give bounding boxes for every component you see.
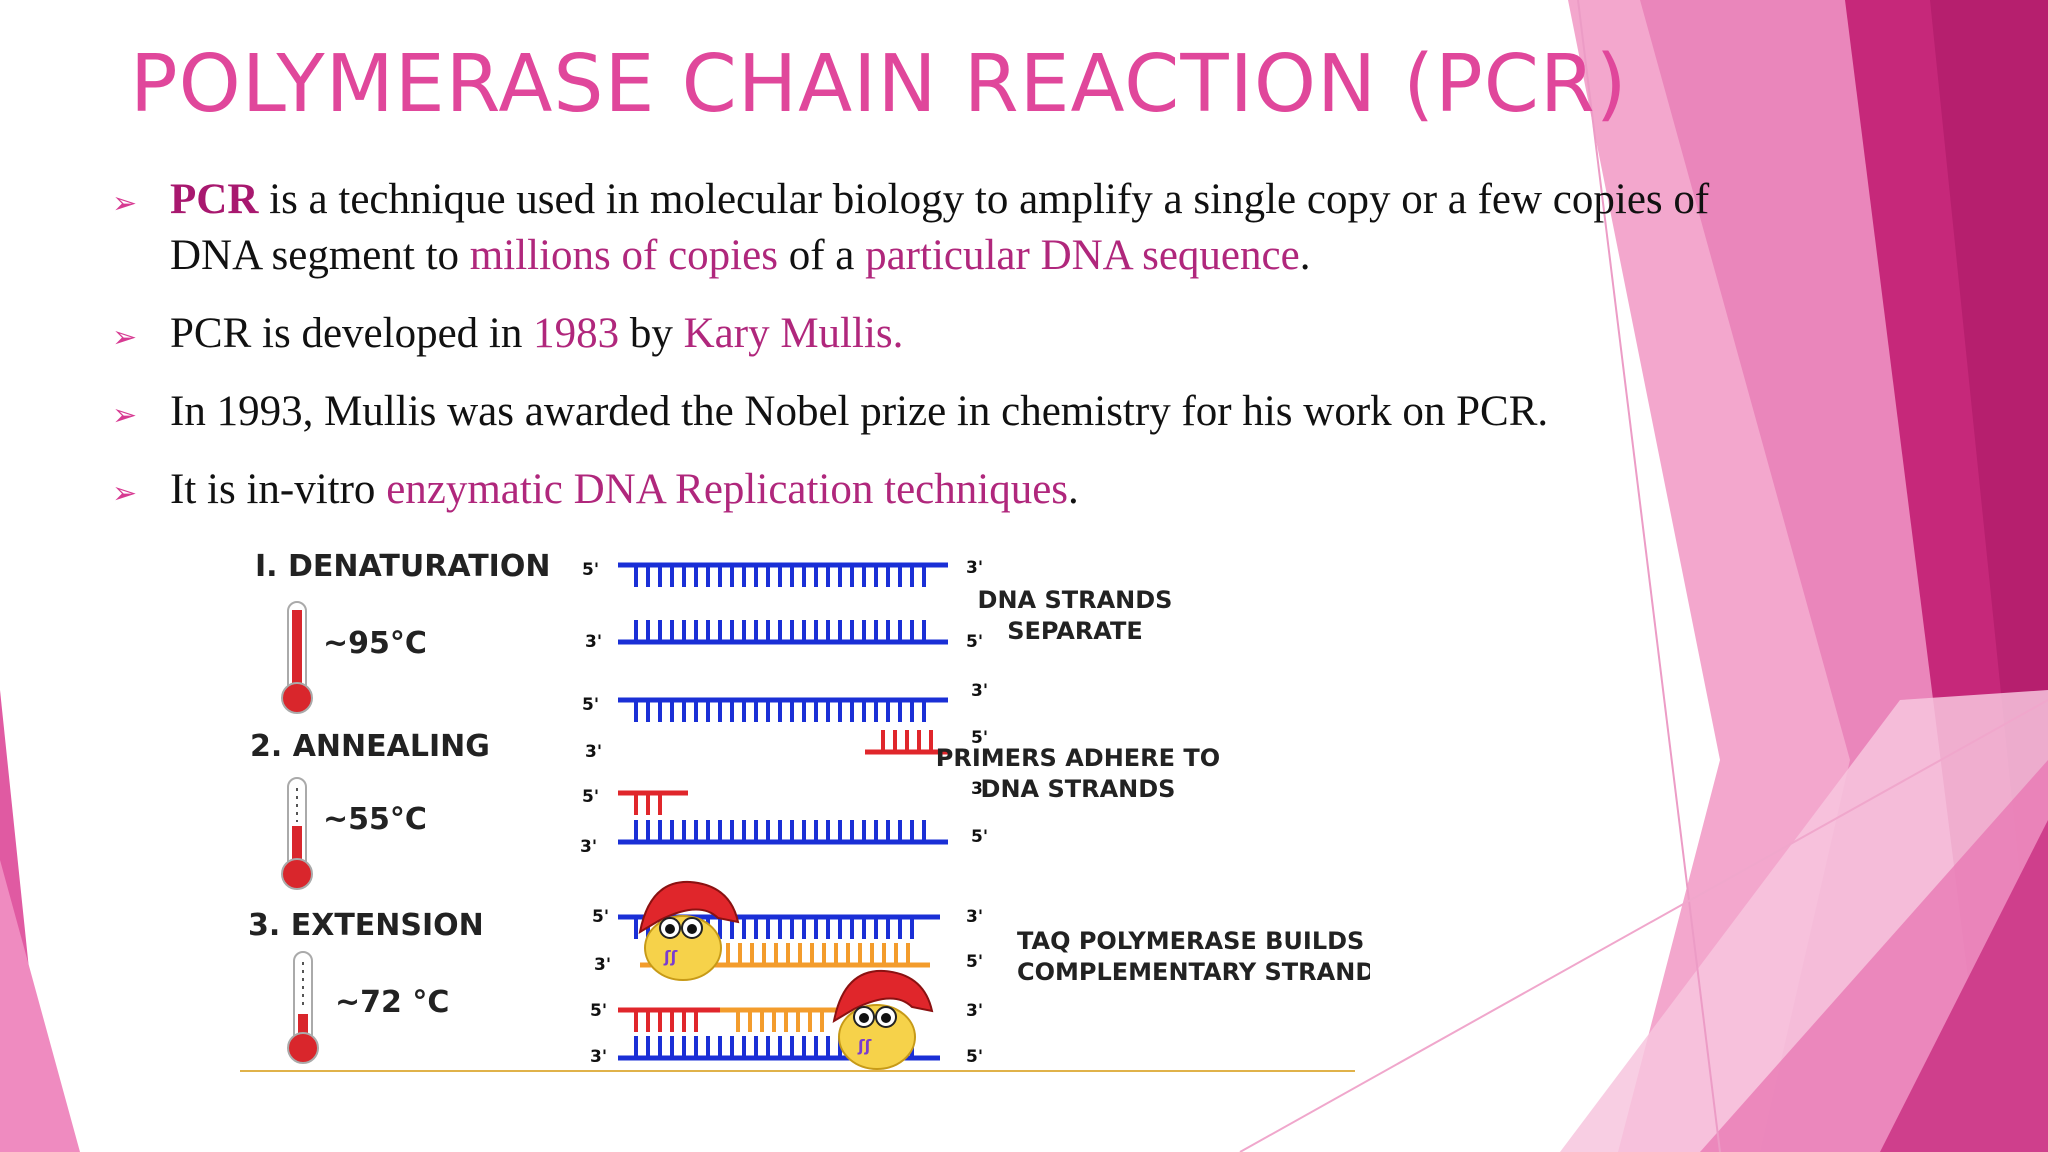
step-label-extension: 3. EXTENSION <box>248 908 484 943</box>
svg-text:ʃʃ: ʃʃ <box>857 1036 872 1055</box>
thermometer-icon <box>281 777 313 890</box>
end-label-five-prime: 5' <box>971 728 988 748</box>
bullet-text: It is in-vitro <box>170 466 387 513</box>
bullet-item: ➢ PCR is a technique used in molecular b… <box>110 172 1710 284</box>
step-label-annealing: 2. ANNEALING <box>250 729 490 764</box>
temperature-label: ~95°C <box>323 626 427 661</box>
temperature-label: ~55°C <box>323 802 427 837</box>
bullet-item: ➢ In 1993, Mullis was awarded the Nobel … <box>110 384 1710 440</box>
bullet-text: by <box>619 310 684 357</box>
bullet-text: In 1993, Mullis was awarded the Nobel pr… <box>170 388 1549 435</box>
taq-polymerase-icon: ʃʃ <box>638 880 740 981</box>
bullet-text-accent: 1983 <box>533 310 620 357</box>
end-label-three-prime: 3' <box>590 1047 607 1067</box>
end-label-three-prime: 3' <box>585 742 602 762</box>
description-line: SEPARATE <box>1007 617 1143 645</box>
taq-polymerase-icon: ʃʃ <box>832 969 934 1070</box>
end-label-five-prime: 5' <box>582 560 599 580</box>
svg-text:ʃʃ: ʃʃ <box>663 947 678 966</box>
end-label-five-prime: 5' <box>966 632 983 652</box>
thermometer-icon <box>281 601 313 714</box>
description-line: DNA STRANDS <box>981 775 1176 803</box>
bullet-text: . <box>1299 232 1311 279</box>
arrow-bullet-icon: ➢ <box>112 186 138 221</box>
arrow-bullet-icon: ➢ <box>112 476 138 511</box>
temperature-label: ~72 °C <box>335 985 449 1020</box>
end-label-five-prime: 5' <box>966 952 983 972</box>
end-label-three-prime: 3' <box>971 779 988 799</box>
end-label-three-prime: 3' <box>966 907 983 927</box>
bullet-item: ➢ PCR is developed in 1983 by Kary Mulli… <box>110 306 1710 362</box>
bullet-text: is a technique used in molecular biology… <box>170 176 1710 279</box>
pcr-steps-diagram: I. DENATURATION ~95°C 2. ANNEALING ~55°C… <box>240 549 1370 1072</box>
bullet-text: . <box>1068 466 1079 513</box>
arrow-bullet-icon: ➢ <box>112 320 138 355</box>
end-label-five-prime: 5' <box>582 695 599 715</box>
end-label-five-prime: 5' <box>590 1001 607 1021</box>
end-label-three-prime: 3' <box>580 837 597 857</box>
description-line: COMPLEMENTARY STRAND <box>1017 958 1370 986</box>
bullet-text-accent: Kary Mullis. <box>683 310 904 357</box>
end-label-five-prime: 5' <box>966 1047 983 1067</box>
step-label-denaturation: I. DENATURATION <box>255 549 550 584</box>
end-label-five-prime: 5' <box>582 787 599 807</box>
end-label-three-prime: 3' <box>585 632 602 652</box>
description-line: DNA STRANDS <box>978 586 1173 614</box>
arrow-bullet-icon: ➢ <box>112 398 138 433</box>
bullet-list: ➢ PCR is a technique used in molecular b… <box>110 172 1710 540</box>
slide-title: POLYMERASE CHAIN REACTION (PCR) <box>130 38 1628 130</box>
end-label-five-prime: 5' <box>971 827 988 847</box>
description-line: TAQ POLYMERASE BUILDS <box>1017 927 1364 955</box>
end-label-three-prime: 3' <box>966 1001 983 1021</box>
bullet-text-accent: millions of copies <box>469 232 778 279</box>
bullet-text-strong: PCR <box>170 176 259 223</box>
bullet-text-accent: enzymatic DNA Replication techniques <box>386 466 1069 513</box>
bullet-text-accent: particular DNA sequence <box>865 232 1300 279</box>
thermometer-icon <box>287 951 319 1064</box>
bullet-item: ➢ It is in-vitro enzymatic DNA Replicati… <box>110 462 1710 518</box>
end-label-three-prime: 3' <box>594 955 611 975</box>
bullet-text: PCR is developed in <box>170 310 534 357</box>
end-label-three-prime: 3' <box>966 558 983 578</box>
bullet-text: of a <box>777 232 866 279</box>
description-line: PRIMERS ADHERE TO <box>936 744 1220 772</box>
end-label-three-prime: 3' <box>971 681 988 701</box>
end-label-five-prime: 5' <box>592 907 609 927</box>
